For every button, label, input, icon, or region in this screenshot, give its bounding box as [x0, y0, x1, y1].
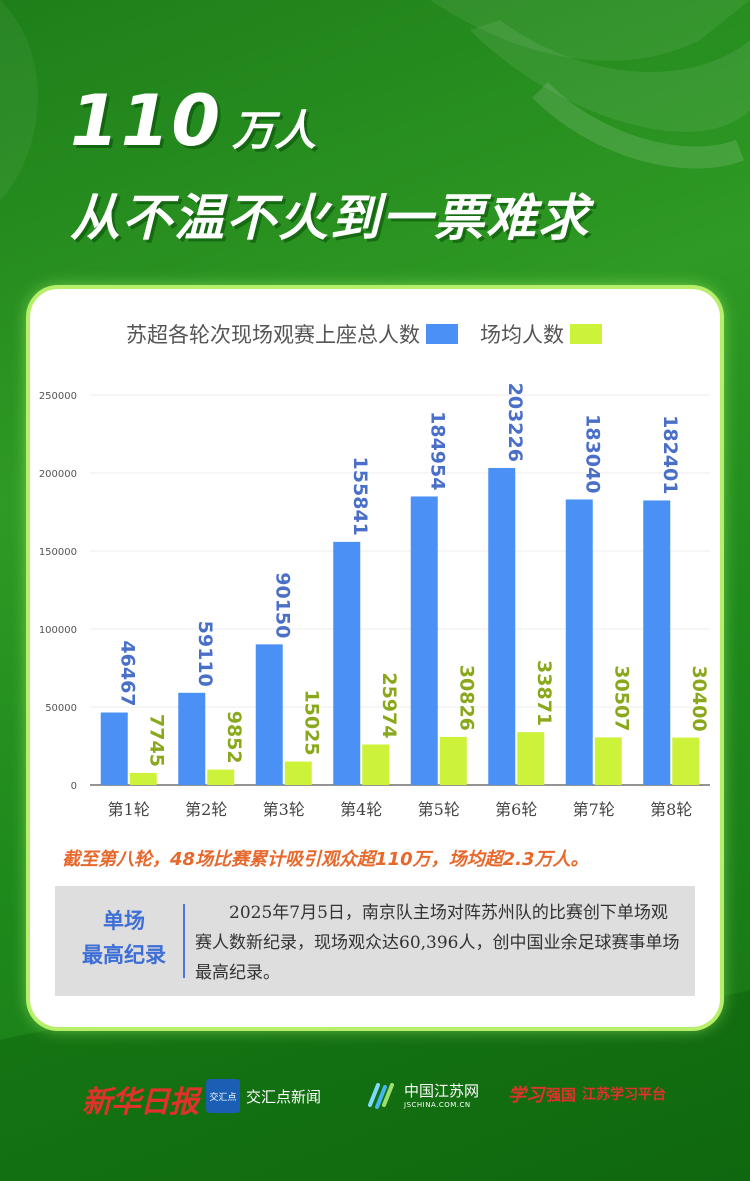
record-box: 单场 最高纪录 2025年7月5日，南京队主场对阵苏州队的比赛创下单场观赛人数新…: [55, 886, 695, 996]
x-tick-label: 第1轮: [108, 800, 150, 819]
y-tick-label: 200000: [39, 469, 77, 480]
x-tick-label: 第2轮: [185, 800, 227, 819]
bar-average: [362, 744, 390, 785]
jiaohuidian-icon: 交汇点: [206, 1079, 240, 1113]
record-title-line2: 最高纪录: [82, 943, 166, 967]
x-tick-label: 第6轮: [495, 800, 537, 819]
bar-average: [594, 737, 622, 785]
record-text: 2025年7月5日，南京队主场对阵苏州队的比赛创下单场观赛人数新纪录，现场观众达…: [195, 903, 680, 983]
summary-text: 截至第八轮，48场比赛累计吸引观众超110万，场均超2.3万人。: [62, 849, 589, 870]
logo-jschina: 中国江苏网 JSCHINA.COM.CN: [364, 1077, 479, 1111]
bar-total: [178, 692, 206, 785]
qiangguo-mark: 强国: [546, 1085, 577, 1104]
bar-total: [488, 467, 516, 785]
partner-logos: 新华日报 交汇点 交汇点新闻 中国江苏网 JSCHINA.COM.CN 学习 强国…: [0, 1075, 750, 1125]
bar-average-value-label: 30826: [455, 665, 477, 731]
x-tick-label: 第3轮: [263, 800, 305, 819]
chart-legend: 苏超各轮次现场观赛上座总人数 场均人数: [30, 319, 720, 349]
jschina-label: 中国江苏网: [404, 1081, 480, 1100]
headline-number-row: 110 万人: [70, 80, 316, 162]
bar-total-value-label: 184954: [426, 411, 448, 490]
x-tick-label: 第4轮: [340, 800, 382, 819]
bar-total: [643, 500, 671, 785]
x-tick-label: 第7轮: [573, 800, 615, 819]
headline-number: 110: [70, 80, 223, 162]
bar-average: [517, 732, 545, 785]
bar-average: [672, 737, 700, 785]
bar-total-value-label: 59110: [194, 621, 216, 687]
record-divider: [183, 904, 185, 978]
bar-average-value-label: 9852: [223, 711, 245, 764]
y-tick-label: 0: [71, 781, 77, 792]
chart-card: 苏超各轮次现场观赛上座总人数 场均人数 0 50000 100000 150000 200…: [30, 289, 720, 1027]
bar-total-value-label: 155841: [349, 457, 371, 536]
headline-subtitle: 从不温不火到一票难求: [70, 189, 590, 247]
headline-unit: 万人: [232, 106, 317, 155]
bar-total: [255, 644, 283, 785]
legend-avg-label: 场均人数: [480, 323, 564, 347]
legend-total-label: 苏超各轮次现场观赛上座总人数: [126, 323, 420, 347]
jschina-icon: [368, 1083, 394, 1109]
bar-total-value-label: 203226: [504, 383, 526, 462]
record-title: 单场 最高纪录: [69, 904, 179, 972]
legend-total-swatch: [426, 324, 458, 344]
y-tick-label: 100000: [39, 625, 77, 636]
x-tick-label: 第8轮: [650, 800, 692, 819]
xuexi-mark: 学习: [508, 1085, 544, 1106]
y-tick-label: 250000: [39, 391, 77, 402]
legend-avg-swatch: [570, 324, 602, 344]
bar-average: [439, 736, 467, 785]
bar-average: [284, 761, 312, 785]
bar-average-value-label: 7745: [145, 714, 167, 767]
bar-average-value-label: 30400: [688, 665, 710, 731]
jiaohuidian-label: 交汇点新闻: [246, 1087, 322, 1106]
bar-average: [207, 769, 235, 785]
bar-average-value-label: 25974: [378, 672, 400, 738]
x-tick-label: 第5轮: [418, 800, 460, 819]
logo-xuexi-qiangguo: 学习 强国 江苏学习平台: [508, 1081, 666, 1107]
y-tick-label: 50000: [45, 703, 77, 714]
bar-total-value-label: 46467: [116, 640, 138, 706]
bar-total: [333, 541, 361, 785]
y-tick-label: 150000: [39, 547, 77, 558]
bar-total-value-label: 90150: [271, 572, 293, 638]
bar-total-value-label: 182401: [659, 415, 681, 494]
logo-jiaohuidian: 交汇点 交汇点新闻: [206, 1079, 321, 1113]
bar-average-value-label: 33871: [533, 660, 555, 726]
bar-total: [565, 499, 593, 785]
xuexi-platform-label: 江苏学习平台: [582, 1087, 667, 1103]
bar-average-value-label: 15025: [300, 689, 322, 755]
bar-average: [129, 772, 157, 785]
bar-average-value-label: 30507: [610, 665, 632, 731]
bar-total-value-label: 183040: [581, 414, 603, 493]
jschina-url: JSCHINA.COM.CN: [404, 1100, 471, 1109]
record-title-line1: 单场: [103, 909, 145, 933]
logo-xinhua-daily: 新华日报: [82, 1085, 199, 1120]
bar-total: [410, 496, 438, 785]
bar-chart: 0 50000 100000 150000 200000 250000 46467 7745 第…: [39, 383, 710, 819]
bar-total: [100, 712, 128, 785]
